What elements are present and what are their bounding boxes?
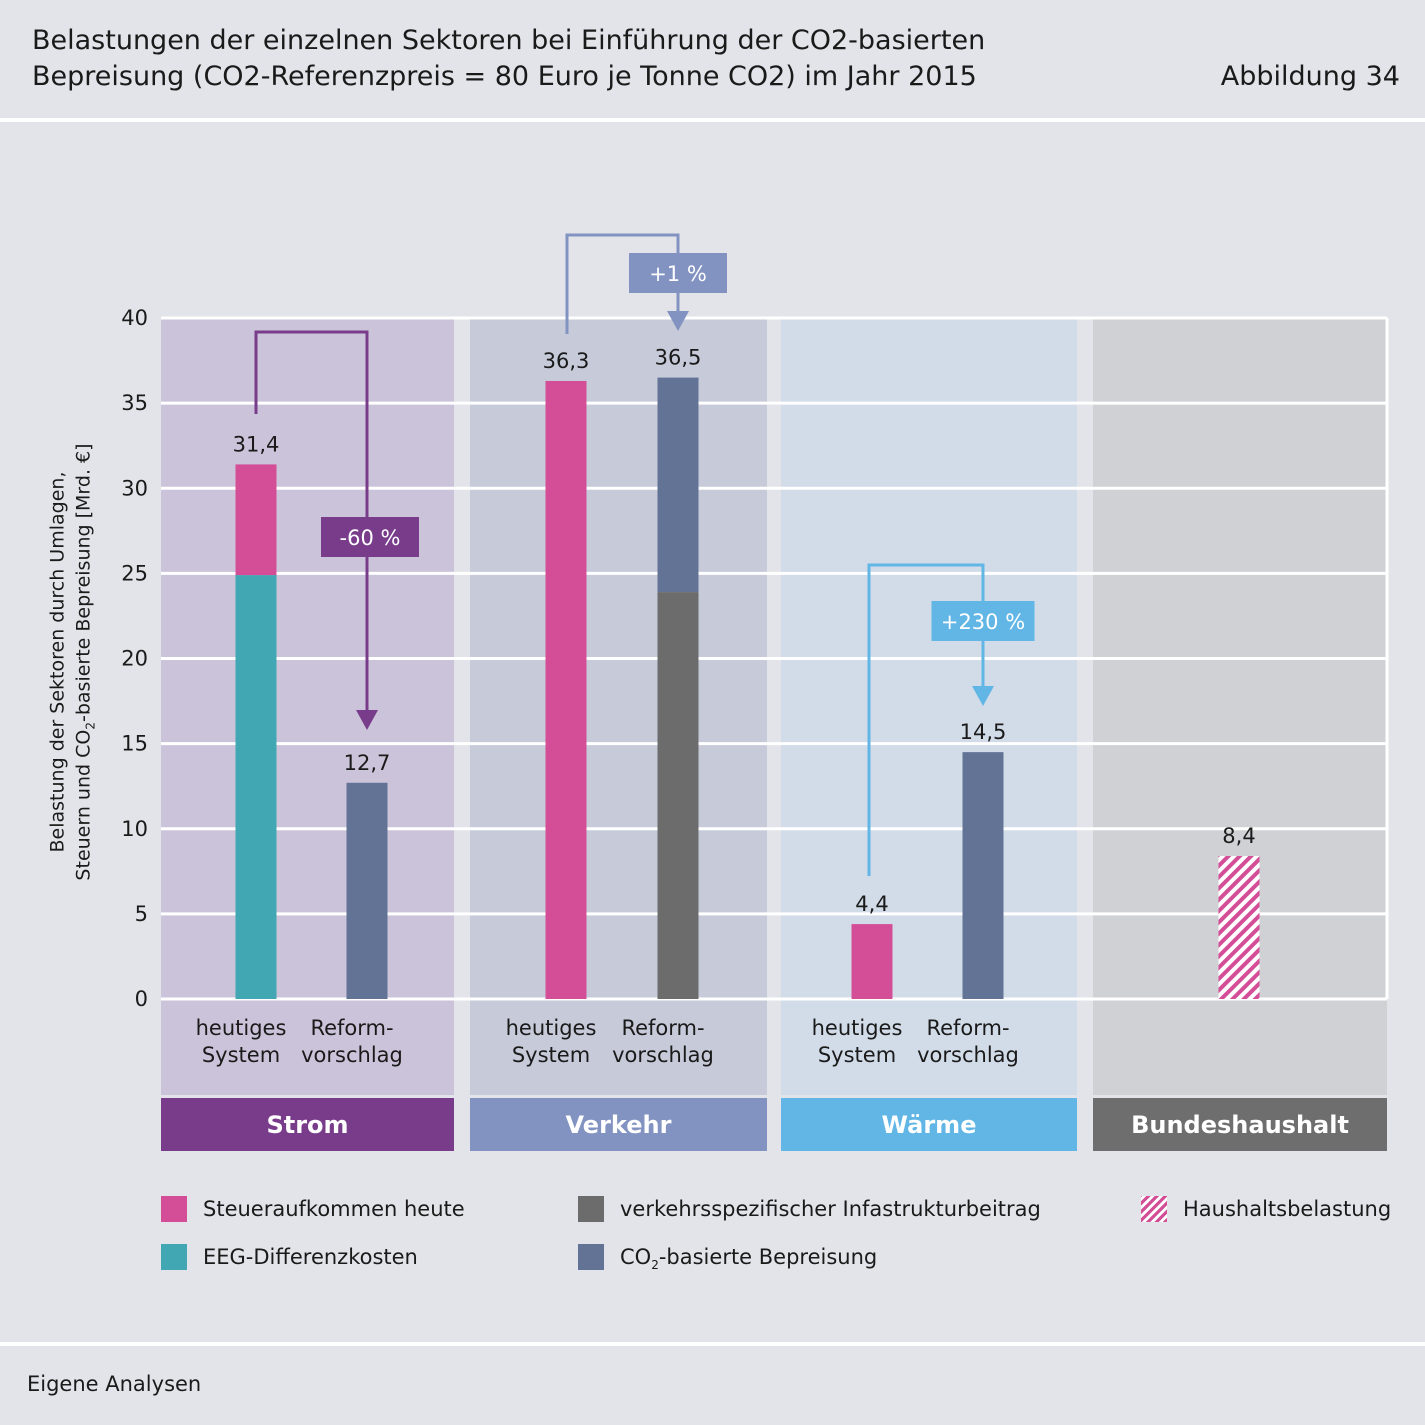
footer-divider	[0, 1342, 1425, 1346]
bar-segment	[346, 782, 388, 999]
legend-label: verkehrsspezifischer Infastrukturbeitrag	[620, 1197, 1041, 1221]
legend-swatch	[161, 1244, 187, 1270]
bar-segment	[657, 377, 699, 593]
panel-bg-1	[470, 318, 767, 1095]
bar-value-label: 14,5	[960, 720, 1007, 744]
bar-segment	[962, 752, 1004, 999]
sector-band-3	[1093, 1098, 1387, 1151]
y-tick-label: 0	[135, 987, 148, 1011]
chart-canvas: 0 5 10 15 20 25 30 35 40 31,4 heutiges System 12,7 Re…	[121, 233, 1389, 1151]
y-axis-label-line-1: Belastung der Sektoren durch Umlagen,	[46, 471, 69, 853]
legend-swatch	[161, 1196, 187, 1222]
change-badge-label: +230 %	[941, 610, 1025, 634]
y-tick-label: 35	[121, 391, 148, 415]
bar-value-label: 36,5	[655, 346, 702, 370]
change-badge	[629, 253, 727, 293]
y-tick-label: 40	[121, 306, 148, 330]
change-badge	[931, 601, 1035, 641]
header-divider	[0, 118, 1425, 122]
sector-label: Bundeshaushalt	[1131, 1111, 1349, 1139]
sector-band-0	[161, 1098, 454, 1151]
y-tick-label: 10	[121, 817, 148, 841]
figure-header: Belastungen der einzelnen Sektoren bei E…	[0, 0, 1425, 118]
sector-band-2	[781, 1098, 1077, 1151]
x-category-label: System	[818, 1043, 896, 1067]
chart-title-line-2: Bepreisung (CO2-Referenzpreis = 80 Euro …	[32, 61, 977, 92]
bar-value-label: 4,4	[855, 892, 888, 916]
bar-segment	[235, 464, 277, 576]
x-category-label: vorschlag	[917, 1043, 1019, 1067]
y-tick-label: 25	[121, 561, 148, 585]
panel-bg-0	[161, 318, 454, 1095]
change-badge	[321, 517, 419, 557]
y-axis-label-line-2: Steuern und CO	[72, 729, 95, 881]
source-note: Eigene Analysen	[27, 1372, 202, 1396]
change-badge-label: -60 %	[340, 526, 401, 550]
sector-label: Verkehr	[566, 1111, 672, 1139]
bar-segment	[235, 575, 277, 999]
figure-number: Abbildung 34	[1220, 61, 1400, 92]
legend-swatch	[578, 1196, 604, 1222]
bar-segment	[851, 924, 893, 999]
x-category-label: heutiges	[196, 1016, 287, 1040]
sector-band-1	[470, 1098, 767, 1151]
x-category-label: heutiges	[506, 1016, 597, 1040]
bar-value-label: 31,4	[233, 432, 280, 456]
bar-value-label: 36,3	[543, 349, 590, 373]
legend-label: Steueraufkommen heute	[203, 1197, 465, 1221]
y-tick-label: 30	[121, 476, 148, 500]
bar-segment	[1218, 855, 1260, 999]
x-category-label: System	[512, 1043, 590, 1067]
bar-value-label: 8,4	[1222, 824, 1255, 848]
legend-label: CO2-basierte Bepreisung	[620, 1245, 878, 1273]
bar-value-label: 12,7	[344, 751, 391, 775]
change-arrow-head	[667, 311, 689, 331]
y-tick-label: 5	[135, 902, 148, 926]
change-arrow-head	[972, 686, 994, 706]
bar-segment	[545, 380, 587, 999]
legend-label: EEG-Differenzkosten	[203, 1245, 418, 1269]
legend-swatch-hatched	[1141, 1196, 1167, 1222]
x-category-label: System	[202, 1043, 280, 1067]
change-badge-label: +1 %	[649, 262, 707, 286]
y-tick-label: 15	[121, 732, 148, 756]
x-category-label: Reform-	[621, 1016, 704, 1040]
panel-bg-2	[781, 318, 1077, 1095]
x-category-label: Reform-	[926, 1016, 1009, 1040]
sector-label: Strom	[266, 1111, 348, 1139]
sector-label: Wärme	[882, 1111, 977, 1139]
x-category-label: vorschlag	[612, 1043, 714, 1067]
y-axis-label-subscript: 2	[83, 722, 98, 730]
x-category-label: vorschlag	[301, 1043, 403, 1067]
legend-label: Haushaltsbelastung	[1183, 1197, 1392, 1221]
x-category-label: Reform-	[310, 1016, 393, 1040]
change-arrow-head	[356, 710, 378, 730]
chart-title-line-1: Belastungen der einzelnen Sektoren bei E…	[32, 25, 986, 56]
x-category-label: heutiges	[812, 1016, 903, 1040]
bar-segment	[657, 592, 699, 999]
legend-swatch	[578, 1244, 604, 1270]
y-axis-label-line-2-end: -basierte Bepreisung [Mrd. €]	[72, 443, 95, 723]
y-tick-label: 20	[121, 647, 148, 671]
